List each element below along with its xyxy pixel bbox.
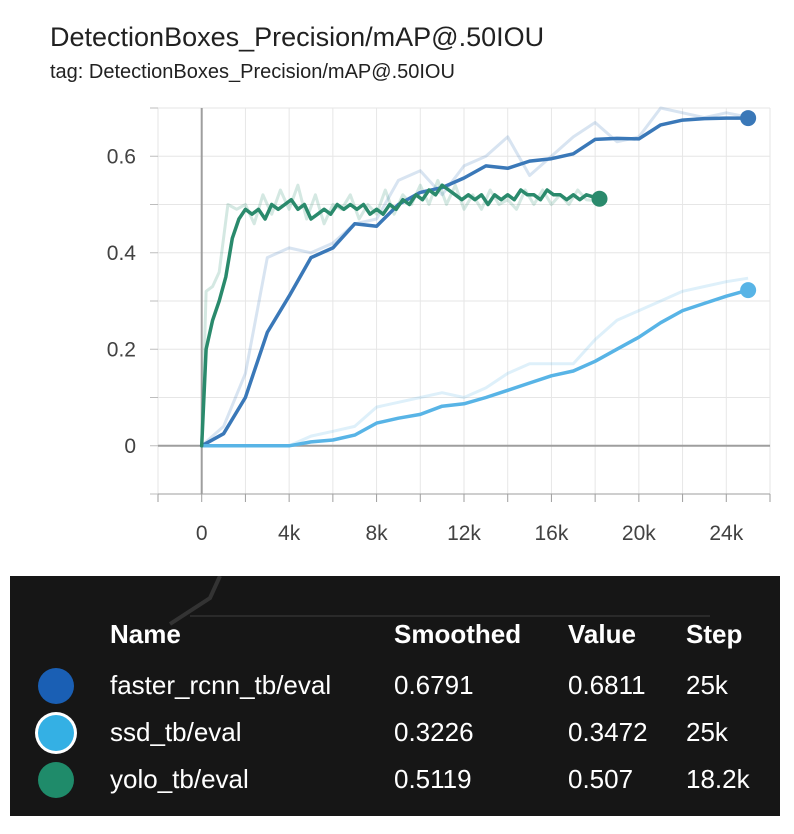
header-smoothed: Smoothed — [394, 618, 522, 649]
run-name: ssd_tb/eval — [110, 717, 242, 747]
run-value: 0.3472 — [568, 717, 648, 747]
run-smoothed: 0.6791 — [394, 670, 474, 700]
run-value: 0.6811 — [568, 670, 646, 700]
run-step: 25k — [686, 717, 728, 747]
series-endpoint-marker[interactable] — [740, 110, 757, 127]
chart-tag: tag: DetectionBoxes_Precision/mAP@.50IOU — [50, 61, 455, 83]
run-step: 25k — [686, 670, 728, 700]
series-raw-line — [200, 106, 749, 447]
y-tick-label: 0.4 — [107, 242, 137, 265]
tooltip-header-row: Name Smoothed Value Step — [38, 616, 776, 662]
chart-title: DetectionBoxes_Precision/mAP@.50IOU — [50, 22, 545, 52]
axes — [150, 107, 771, 502]
y-tick-label: 0 — [124, 435, 136, 458]
run-step: 18.2k — [686, 764, 750, 794]
y-tick-label: 0.2 — [107, 338, 136, 361]
x-tick-label: 0 — [196, 522, 208, 545]
header-name: Name — [110, 618, 181, 649]
run-color-dot — [38, 761, 74, 798]
header-value: Value — [568, 618, 636, 649]
tick-labels: 0 4k 8k 12k 16k 20k 24k 0 0.2 0.4 0.6 — [107, 145, 744, 545]
x-tick-label: 20k — [622, 522, 656, 545]
run-color-dot — [38, 667, 74, 704]
series-smoothed-line[interactable] — [199, 183, 602, 448]
run-color-swatch — [38, 662, 110, 709]
x-tick-label: 16k — [534, 522, 568, 545]
run-color-swatch — [38, 756, 110, 803]
tooltip-row-ssd[interactable]: ssd_tb/eval 0.3226 0.3472 25k — [38, 709, 776, 756]
tooltip-table: Name Smoothed Value Step faster_rcnn_tb/… — [38, 616, 776, 803]
x-tick-label: 8k — [365, 522, 388, 545]
series-smoothed-line[interactable] — [199, 288, 750, 448]
run-color-dot — [38, 714, 74, 751]
run-smoothed: 0.3226 — [394, 717, 474, 747]
tooltip-row-faster-rcnn[interactable]: faster_rcnn_tb/eval 0.6791 0.6811 25k — [38, 662, 776, 709]
series-endpoint-marker[interactable] — [591, 190, 608, 207]
tooltip-panel: Name Smoothed Value Step faster_rcnn_tb/… — [10, 576, 780, 816]
x-tick-label: 12k — [447, 522, 481, 545]
x-tick-label: 24k — [709, 522, 743, 545]
run-name: yolo_tb/eval — [110, 764, 249, 794]
tooltip-background-ghost — [168, 576, 710, 626]
series-lines — [199, 106, 757, 448]
run-color-swatch — [38, 709, 110, 756]
header-swatch — [38, 616, 110, 662]
line-chart[interactable]: 0 4k 8k 12k 16k 20k 24k 0 0.2 0.4 0.6 — [0, 0, 794, 560]
run-value: 0.507 — [568, 764, 634, 794]
header-step: Step — [686, 618, 743, 649]
series-endpoint-marker[interactable] — [740, 282, 757, 299]
series-raw-line — [200, 178, 600, 446]
run-name: faster_rcnn_tb/eval — [110, 670, 332, 700]
run-smoothed: 0.5119 — [394, 764, 472, 794]
series-smoothed-line[interactable] — [199, 116, 750, 448]
y-tick-label: 0.6 — [107, 145, 136, 168]
series-raw-line — [201, 276, 749, 448]
tooltip-row-yolo[interactable]: yolo_tb/eval 0.5119 0.507 18.2k — [38, 756, 776, 803]
x-tick-label: 4k — [278, 522, 301, 545]
